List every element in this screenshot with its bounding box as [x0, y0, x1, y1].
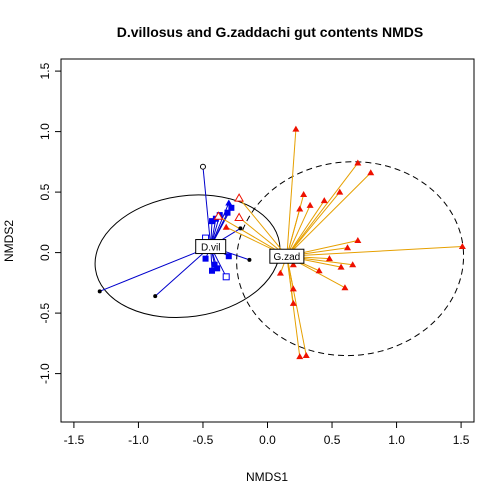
x-tick-label: -1.0	[128, 433, 149, 447]
triangle-point	[344, 244, 352, 251]
dvil-centroid-label: D.vil	[201, 243, 220, 254]
y-tick-label: 0.0	[38, 244, 52, 261]
gzad-spider-line	[286, 191, 341, 257]
triangle-point	[289, 261, 297, 268]
y-tick-label: -1.0	[38, 363, 52, 384]
gzad-spider-line	[286, 246, 463, 257]
triangle-point	[289, 285, 297, 292]
gzad-spider-line	[286, 200, 325, 257]
gzad-spider-line	[286, 205, 311, 257]
triangle-point	[336, 188, 344, 195]
dvil-label-box	[195, 239, 227, 255]
square-point	[209, 218, 216, 225]
y-axis-label: NMDS2	[2, 220, 16, 262]
x-axis: -1.5 -1.0 -0.5 0.0 0.5 1.0 1.5	[64, 421, 470, 447]
triangle-point	[300, 191, 308, 198]
open-triangle-point	[234, 193, 244, 202]
triangle-point	[337, 263, 345, 270]
gzad-label-box	[269, 248, 305, 264]
triangle-point	[306, 201, 314, 208]
dot-point	[97, 289, 102, 294]
triangle-point	[276, 269, 284, 276]
x-tick-label: 0.5	[324, 433, 341, 447]
x-axis-label: NMDS1	[246, 470, 288, 484]
x-tick-label: -1.5	[64, 433, 85, 447]
triangle-point	[354, 237, 362, 243]
triangle-point	[315, 267, 323, 274]
dvil-ellipse	[94, 194, 281, 319]
square-point	[228, 204, 235, 211]
y-tick-label: 0.5	[38, 183, 52, 200]
square-point	[224, 209, 231, 216]
plot-area: D.vil G.zad	[94, 125, 466, 360]
open-square-point	[222, 273, 230, 281]
gzad-spider-line	[238, 197, 288, 257]
dvil-spider-line	[99, 246, 211, 292]
triangle-point	[289, 299, 297, 306]
y-tick-label: -0.5	[38, 302, 52, 323]
open-triangle-point	[234, 212, 244, 222]
dot-point	[247, 257, 252, 262]
triangle-point	[302, 351, 310, 358]
triangle-point	[458, 243, 466, 250]
triangle-point	[367, 169, 375, 176]
y-tick-label: 1.5	[38, 62, 52, 79]
x-tick-label: 1.0	[388, 433, 405, 447]
gzad-spider-line	[286, 172, 372, 257]
square-point	[211, 261, 218, 268]
y-tick-label: 1.0	[38, 123, 52, 140]
gzad-ellipse	[236, 161, 465, 357]
triangle-point	[320, 197, 328, 204]
square-point	[202, 255, 209, 262]
x-tick-label: 1.5	[453, 433, 470, 447]
triangle-point	[292, 125, 300, 132]
triangle-point	[296, 205, 304, 212]
square-point	[209, 267, 216, 274]
gzad-spider-line	[286, 129, 297, 257]
triangle-point	[225, 199, 233, 206]
gzad-spider-line	[286, 162, 359, 257]
x-tick-label: -0.5	[193, 433, 214, 447]
triangle-point	[341, 284, 349, 291]
chart-title: D.villosus and G.zaddachi gut contents N…	[117, 24, 423, 40]
triangle-point	[325, 255, 333, 262]
square-point	[225, 253, 232, 260]
triangle-point	[222, 223, 230, 230]
gzad-spider-line	[286, 256, 301, 357]
gzad-centroid-label: G.zad	[274, 252, 301, 263]
dot-point	[238, 226, 243, 231]
open-circle-point	[199, 163, 206, 170]
dot-point	[153, 294, 158, 299]
x-tick-label: 0.0	[259, 433, 276, 447]
triangle-point	[296, 353, 304, 360]
dvil-spider-line	[202, 166, 212, 247]
triangle-point	[349, 261, 357, 268]
open-triangle-point	[213, 211, 224, 220]
dvil-spider-line	[154, 246, 212, 297]
square-point	[214, 265, 221, 272]
gzad-spider-line	[286, 208, 301, 257]
y-axis: -1.0 -0.5 0.0 0.5 1.0 1.5	[38, 62, 62, 384]
triangle-point	[354, 159, 362, 166]
